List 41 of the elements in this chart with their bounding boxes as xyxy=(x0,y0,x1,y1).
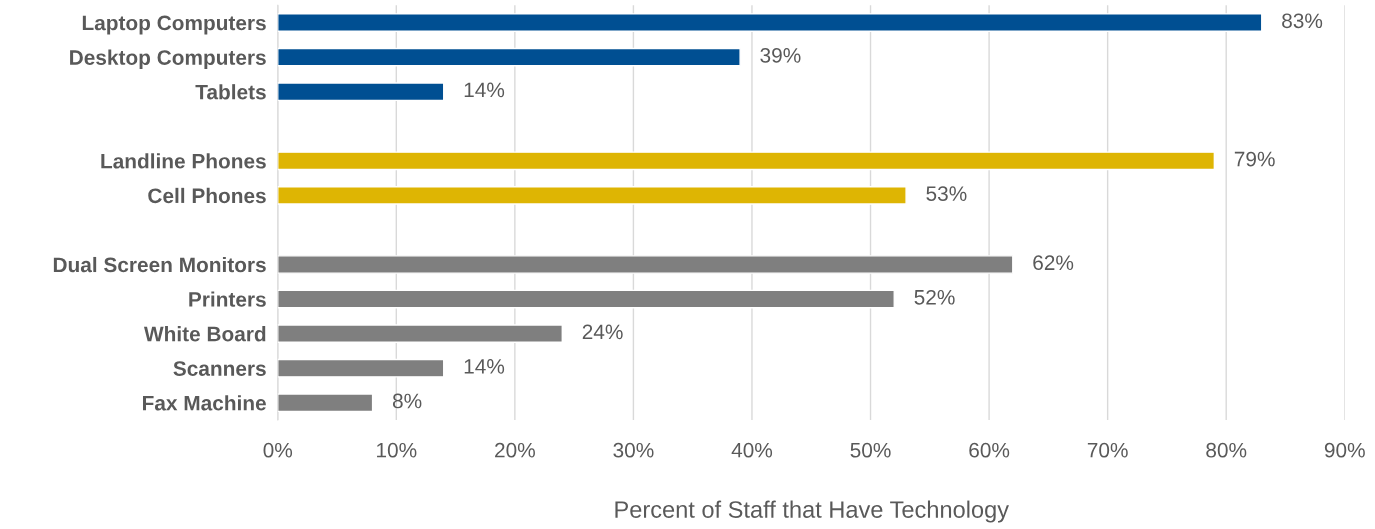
bar xyxy=(277,186,907,205)
y-tick-label: Cell Phones xyxy=(148,187,266,204)
data-label: 39% xyxy=(760,47,801,63)
data-label: 53% xyxy=(926,186,967,201)
data-label: 14% xyxy=(464,359,505,374)
x-tick-label: 0% xyxy=(263,442,293,458)
x-tick-label: 60% xyxy=(969,442,1010,458)
y-tick-label: Printers xyxy=(189,291,266,307)
y-tick-label: Laptop Computers xyxy=(82,15,266,35)
y-tick-label: Landline Phones xyxy=(101,153,266,169)
bar xyxy=(277,255,1014,274)
bar xyxy=(277,358,445,378)
bar xyxy=(277,47,741,67)
data-label: 83% xyxy=(1282,13,1323,29)
x-tick-label: 30% xyxy=(613,442,654,458)
data-label: 24% xyxy=(582,324,623,340)
data-label: 8% xyxy=(392,393,422,409)
x-tick-label: 10% xyxy=(377,442,417,458)
y-tick-label: Scanners xyxy=(173,361,266,376)
x-tick-label: 70% xyxy=(1087,442,1128,458)
x-tick-label: 50% xyxy=(850,442,891,458)
y-tick-label: Dual Screen Monitors xyxy=(53,256,266,273)
data-label: 52% xyxy=(914,289,955,305)
bar xyxy=(277,393,374,413)
bar xyxy=(277,151,1216,171)
y-tick-label: White Board xyxy=(143,326,266,342)
bar xyxy=(277,82,445,102)
x-tick-label: 80% xyxy=(1206,442,1247,458)
y-tick-label: Desktop Computers xyxy=(70,49,266,69)
bar xyxy=(277,289,895,309)
data-label: 79% xyxy=(1234,151,1275,167)
bar xyxy=(277,13,1263,32)
x-tick-label: 20% xyxy=(495,442,535,458)
y-tick-label: Fax Machine xyxy=(143,395,266,411)
x-tick-label: 40% xyxy=(731,442,773,458)
x-tick-label: 90% xyxy=(1324,442,1365,458)
bar xyxy=(277,324,563,343)
x-axis-title: Percent of Staff that Have Technology xyxy=(615,500,1009,523)
data-label: 14% xyxy=(464,82,505,98)
y-tick-label: Tablets xyxy=(195,84,266,100)
data-label: 62% xyxy=(1033,255,1074,271)
